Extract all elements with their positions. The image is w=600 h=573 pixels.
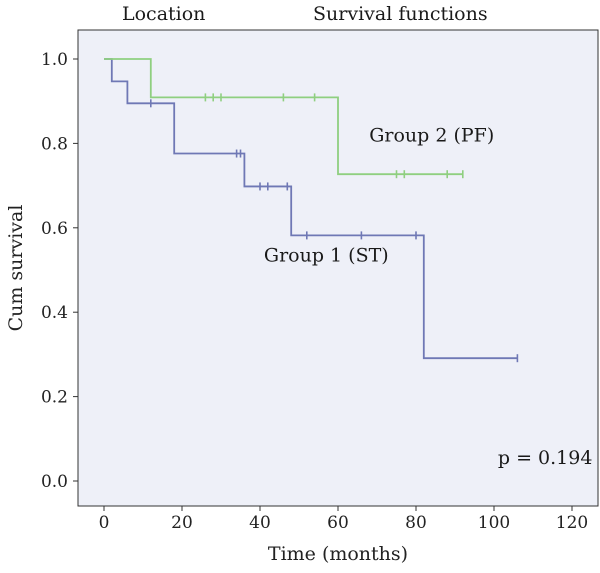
x-tick-label: 0 [99, 513, 110, 533]
x-axis-label: Time (months) [268, 543, 408, 565]
y-tick-label: 0.0 [41, 472, 68, 492]
x-tick-label: 100 [478, 513, 510, 533]
x-tick-label: 60 [327, 513, 349, 533]
series-line-1 [104, 58, 518, 360]
annotations: Group 2 (PF) Group 1 (ST) p = 0.194 [264, 124, 593, 469]
y-tick-label: 0.2 [41, 388, 68, 408]
annotation-label: p = 0.194 [498, 447, 593, 469]
y-axis-label: Cum survival [5, 205, 27, 332]
x-tick-label: 120 [556, 513, 588, 533]
header-location: Location [122, 3, 206, 25]
series-line-2 [104, 58, 463, 176]
x-tick-label: 40 [249, 513, 271, 533]
axis-ticks: 0.0 0.2 0.4 0.6 0.8 1.0 0 20 40 60 80 100 120 [41, 50, 588, 533]
y-tick-label: 1.0 [41, 50, 68, 70]
annotation-label: Group 2 (PF) [369, 124, 494, 146]
y-tick-label: 0.4 [41, 303, 68, 323]
series-group [104, 58, 519, 363]
x-tick-label: 80 [405, 513, 427, 533]
annotation-label: Group 1 (ST) [264, 245, 389, 267]
x-tick-label: 20 [171, 513, 193, 533]
header-survival-functions: Survival functions [313, 3, 488, 25]
y-tick-label: 0.6 [41, 219, 68, 239]
y-tick-label: 0.8 [41, 134, 68, 154]
